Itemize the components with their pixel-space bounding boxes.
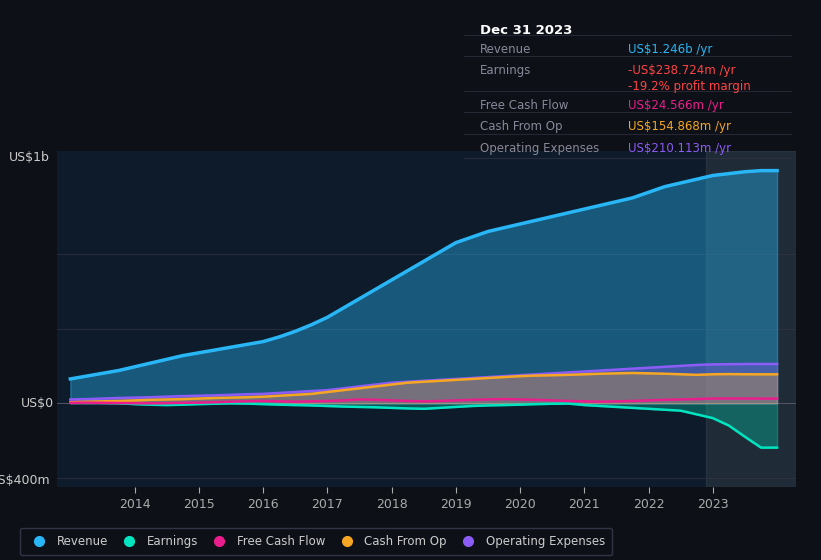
Text: US$1b: US$1b [9, 151, 50, 164]
Text: US$0: US$0 [21, 396, 54, 410]
Text: Free Cash Flow: Free Cash Flow [480, 99, 569, 112]
Text: Revenue: Revenue [480, 43, 532, 56]
Text: Operating Expenses: Operating Expenses [480, 142, 599, 155]
Text: US$24.566m /yr: US$24.566m /yr [628, 99, 724, 112]
Text: -US$238.724m /yr: -US$238.724m /yr [628, 64, 736, 77]
Text: US$210.113m /yr: US$210.113m /yr [628, 142, 732, 155]
Text: US$1.246b /yr: US$1.246b /yr [628, 43, 713, 56]
Text: -US$400m: -US$400m [0, 474, 50, 487]
Text: Earnings: Earnings [480, 64, 532, 77]
Bar [706, 151, 796, 487]
Text: US$154.868m /yr: US$154.868m /yr [628, 120, 731, 133]
Text: -19.2% profit margin: -19.2% profit margin [628, 80, 751, 93]
Legend: Revenue, Earnings, Free Cash Flow, Cash From Op, Operating Expenses: Revenue, Earnings, Free Cash Flow, Cash … [20, 528, 612, 555]
Text: Cash From Op: Cash From Op [480, 120, 562, 133]
Text: Dec 31 2023: Dec 31 2023 [480, 24, 573, 37]
